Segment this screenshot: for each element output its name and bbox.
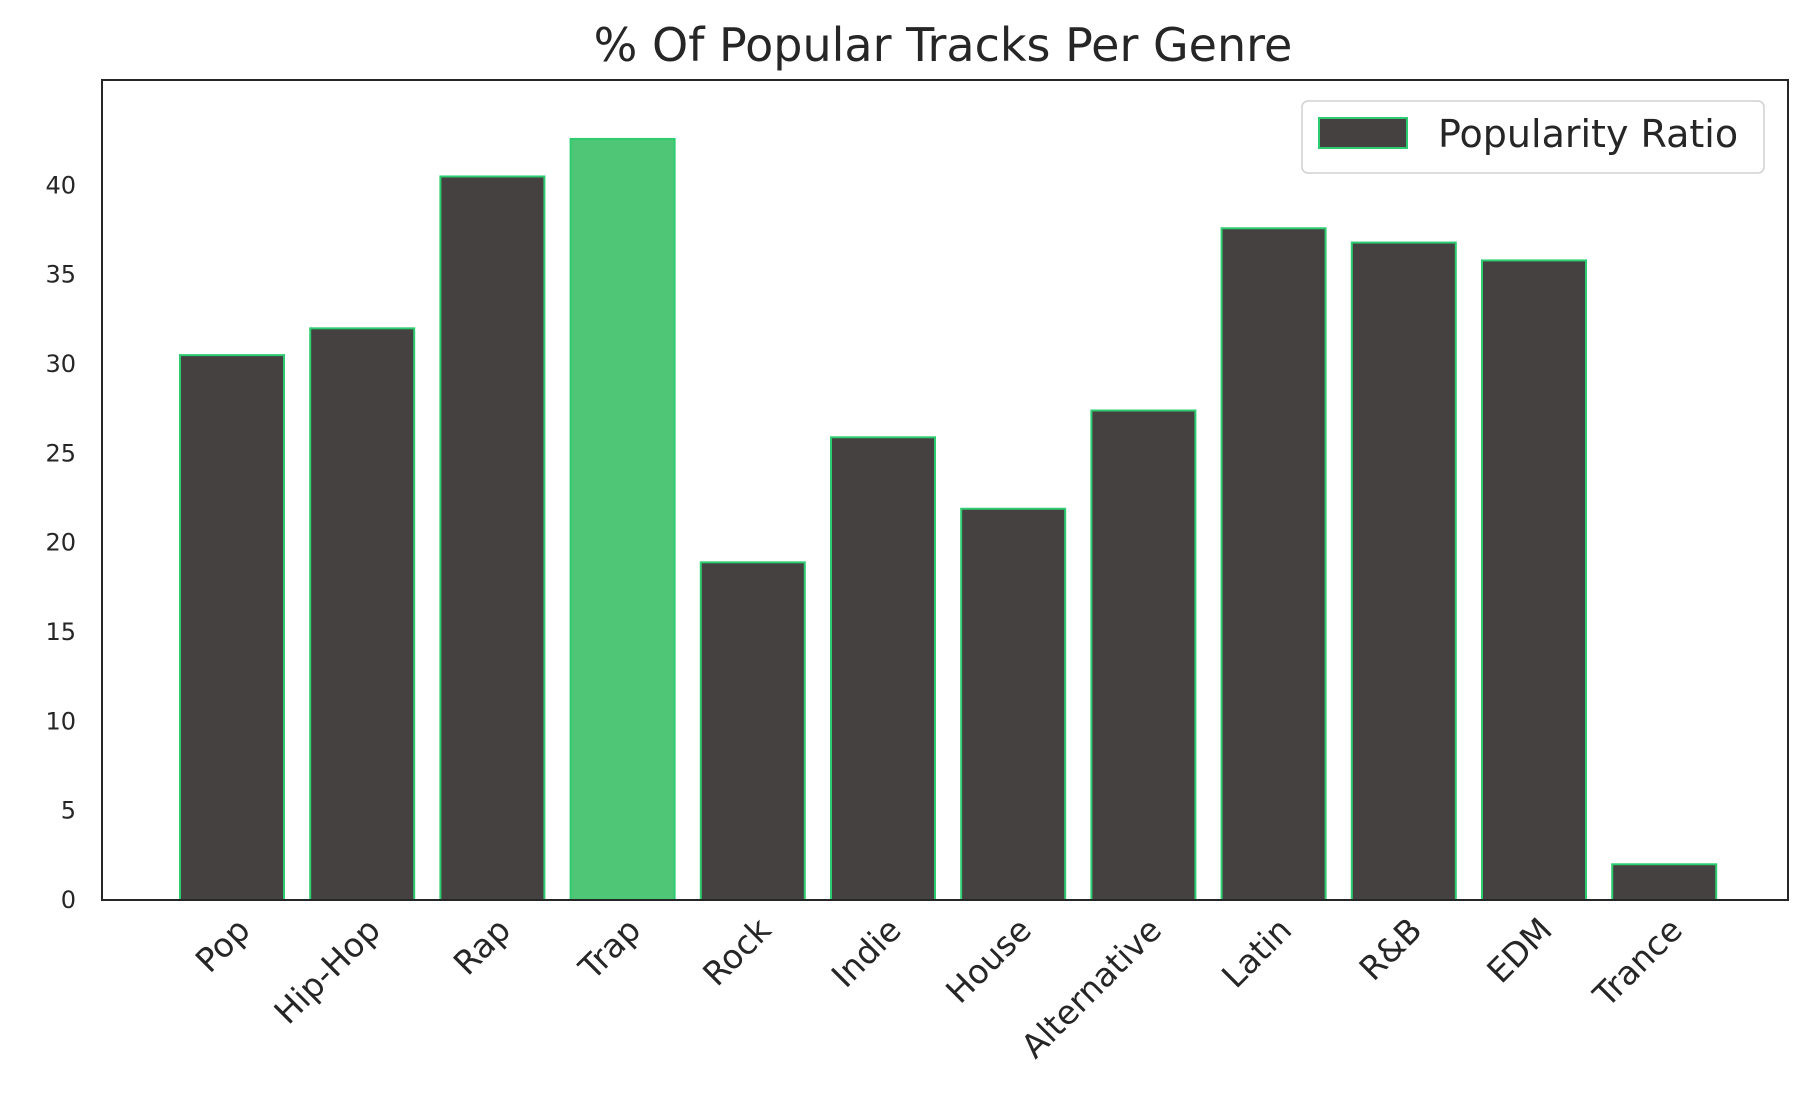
y-tick-label: 25 (45, 439, 76, 467)
bar-rap (439, 175, 546, 902)
bar-latin (1220, 227, 1327, 901)
bar-rock (699, 561, 806, 901)
legend-frame (1301, 100, 1765, 174)
y-tick-label: 15 (45, 618, 76, 646)
y-tick-label: 5 (61, 797, 76, 825)
chart-title: % Of Popular Tracks Per Genre (594, 18, 1293, 72)
plot-frame (101, 79, 1789, 901)
y-tick-label: 10 (45, 707, 76, 735)
bar-r-b (1350, 241, 1457, 901)
y-tick-label: 20 (45, 529, 76, 557)
y-tick-label: 0 (61, 886, 76, 914)
x-tick-label: Latin (1214, 910, 1299, 995)
y-tick-label: 30 (45, 350, 76, 378)
x-axis-ticks: Pop Hip-Hop Rap Trap Rock Indie HouseAlternati… (188, 909, 1690, 1065)
bars-layer (179, 137, 1718, 902)
x-tick-label: Pop (188, 910, 258, 980)
bar-pop (179, 354, 285, 901)
x-tick-label: Hip-Hop (266, 910, 387, 1031)
y-axis-ticks: 0 5 10 15 20 25 30 35 40 (45, 171, 76, 914)
y-tick-label: 35 (45, 261, 76, 289)
x-tick-label: Trap (570, 910, 648, 988)
bar-house (960, 507, 1067, 901)
x-tick-label: Trance (1585, 910, 1690, 1015)
x-tick-label: Indie (824, 910, 909, 995)
legend-swatch (1318, 117, 1408, 149)
y-tick-label: 40 (45, 171, 76, 199)
bar-hip-hop (309, 327, 416, 901)
x-tick-label: Alternative (1013, 910, 1169, 1066)
bar-indie (830, 436, 936, 901)
x-tick-label: Rap (446, 910, 518, 982)
legend: Popularity Ratio (1301, 100, 1765, 174)
bar-trance (1611, 863, 1718, 902)
bar-edm (1481, 259, 1587, 901)
x-tick-label: Rock (695, 909, 779, 993)
legend-label: Popularity Ratio (1438, 112, 1738, 156)
bar-alternative (1090, 409, 1197, 901)
bar-trap (569, 137, 676, 901)
x-tick-label: EDM (1479, 910, 1559, 990)
x-tick-label: R&B (1351, 910, 1429, 988)
x-tick-label: House (938, 910, 1039, 1011)
